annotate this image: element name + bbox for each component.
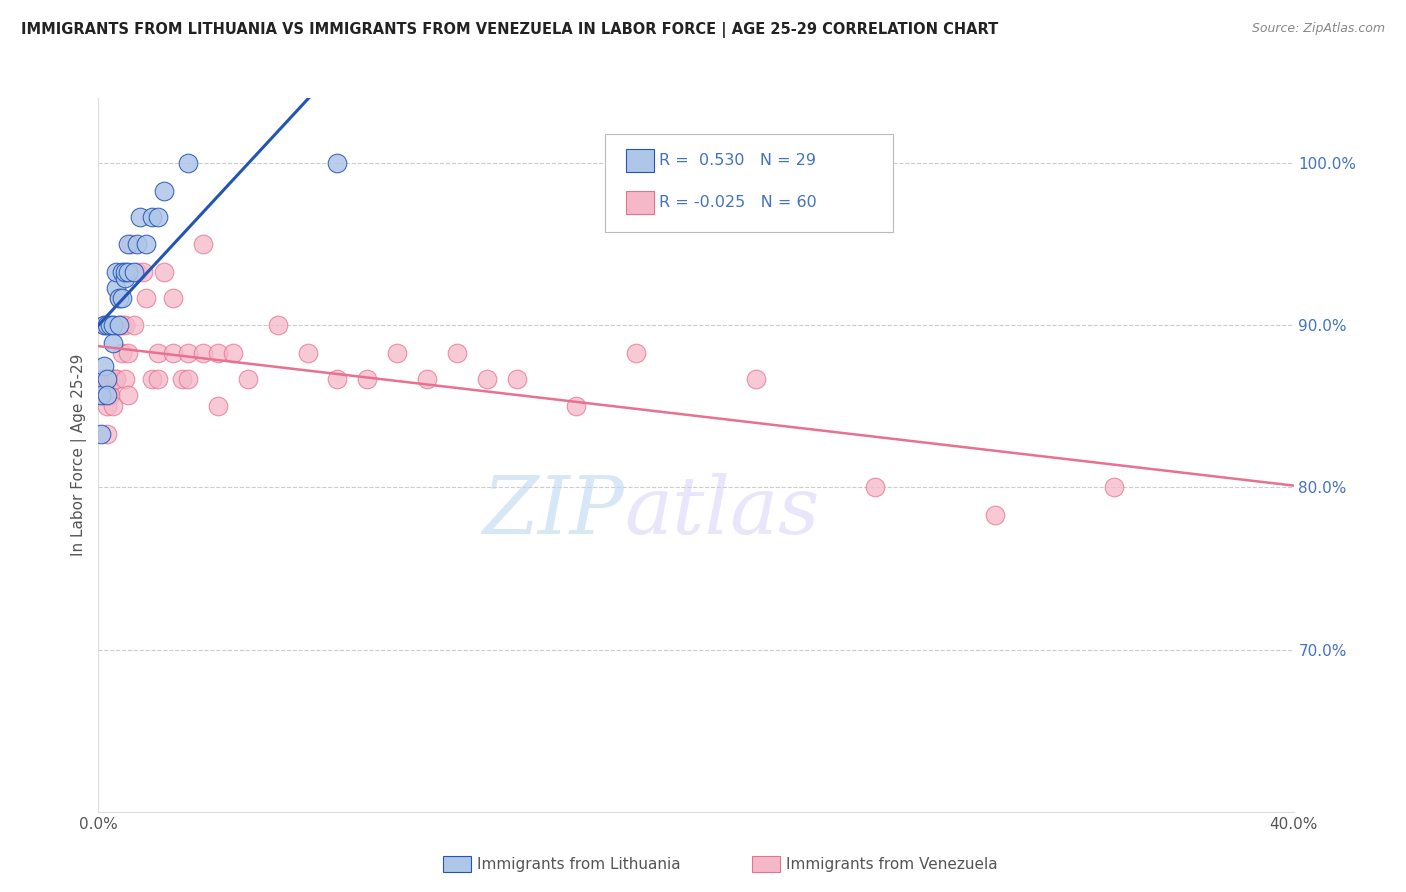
- Point: [93, 318, 115, 333]
- Point: [105, 372, 128, 386]
- Point: [96, 318, 118, 333]
- Point: [416, 372, 439, 386]
- Point: [111, 291, 134, 305]
- Point: [90, 388, 112, 402]
- Point: [98, 318, 122, 333]
- Point: [148, 210, 170, 224]
- Point: [98, 388, 122, 402]
- Point: [236, 372, 259, 386]
- Point: [111, 265, 134, 279]
- Point: [117, 388, 139, 402]
- Point: [96, 426, 118, 441]
- Point: [127, 265, 149, 279]
- Point: [148, 372, 170, 386]
- Point: [446, 345, 468, 359]
- Point: [90, 388, 112, 402]
- Point: [626, 345, 648, 359]
- Point: [177, 345, 200, 359]
- Point: [172, 372, 194, 386]
- Point: [117, 237, 139, 252]
- Point: [103, 336, 125, 351]
- Point: [207, 399, 229, 413]
- Point: [132, 265, 155, 279]
- Point: [103, 318, 125, 333]
- Point: [148, 345, 170, 359]
- Point: [90, 372, 112, 386]
- Point: [162, 291, 184, 305]
- Point: [745, 372, 768, 386]
- Text: Immigrants from Lithuania: Immigrants from Lithuania: [477, 857, 681, 871]
- Point: [865, 480, 887, 494]
- Point: [105, 265, 128, 279]
- Point: [108, 291, 131, 305]
- Point: [135, 291, 157, 305]
- Point: [105, 281, 128, 295]
- Point: [326, 372, 349, 386]
- Text: IMMIGRANTS FROM LITHUANIA VS IMMIGRANTS FROM VENEZUELA IN LABOR FORCE | AGE 25-2: IMMIGRANTS FROM LITHUANIA VS IMMIGRANTS …: [21, 22, 998, 38]
- Point: [356, 372, 378, 386]
- Point: [96, 388, 118, 402]
- Point: [114, 271, 136, 285]
- Point: [141, 210, 163, 224]
- Point: [96, 399, 118, 413]
- Text: R =  0.530   N = 29: R = 0.530 N = 29: [659, 153, 817, 168]
- Point: [222, 345, 245, 359]
- Point: [153, 265, 176, 279]
- Point: [984, 508, 1007, 522]
- Point: [98, 388, 122, 402]
- Point: [297, 345, 319, 359]
- Point: [103, 399, 125, 413]
- Point: [127, 237, 149, 252]
- Point: [177, 156, 200, 170]
- Point: [153, 184, 176, 198]
- Text: R = -0.025   N = 60: R = -0.025 N = 60: [659, 195, 817, 210]
- Point: [162, 345, 184, 359]
- Point: [207, 345, 229, 359]
- Point: [120, 237, 142, 252]
- Point: [117, 345, 139, 359]
- Y-axis label: In Labor Force | Age 25-29: In Labor Force | Age 25-29: [72, 354, 87, 556]
- Point: [111, 318, 134, 333]
- Point: [108, 291, 131, 305]
- Point: [177, 372, 200, 386]
- Point: [191, 237, 214, 252]
- Point: [90, 388, 112, 402]
- Point: [90, 426, 112, 441]
- Point: [475, 372, 498, 386]
- Point: [96, 388, 118, 402]
- Point: [108, 318, 131, 333]
- Point: [108, 318, 131, 333]
- Point: [93, 318, 115, 333]
- Point: [141, 372, 163, 386]
- Point: [96, 372, 118, 386]
- Point: [124, 265, 146, 279]
- Text: Source: ZipAtlas.com: Source: ZipAtlas.com: [1251, 22, 1385, 36]
- Point: [135, 237, 157, 252]
- Point: [565, 399, 588, 413]
- Point: [114, 265, 136, 279]
- Point: [326, 156, 349, 170]
- Point: [103, 372, 125, 386]
- Point: [385, 345, 409, 359]
- Point: [93, 359, 115, 373]
- Point: [506, 372, 529, 386]
- Point: [1104, 480, 1126, 494]
- Text: Immigrants from Venezuela: Immigrants from Venezuela: [786, 857, 998, 871]
- Point: [114, 372, 136, 386]
- Text: ZIP: ZIP: [482, 474, 624, 550]
- Point: [117, 265, 139, 279]
- Point: [93, 372, 115, 386]
- Point: [191, 345, 214, 359]
- Point: [103, 318, 125, 333]
- Point: [124, 318, 146, 333]
- Text: atlas: atlas: [624, 474, 820, 550]
- Point: [93, 372, 115, 386]
- Point: [129, 210, 152, 224]
- Point: [105, 372, 128, 386]
- Point: [267, 318, 290, 333]
- Point: [98, 372, 122, 386]
- Point: [114, 318, 136, 333]
- Point: [111, 345, 134, 359]
